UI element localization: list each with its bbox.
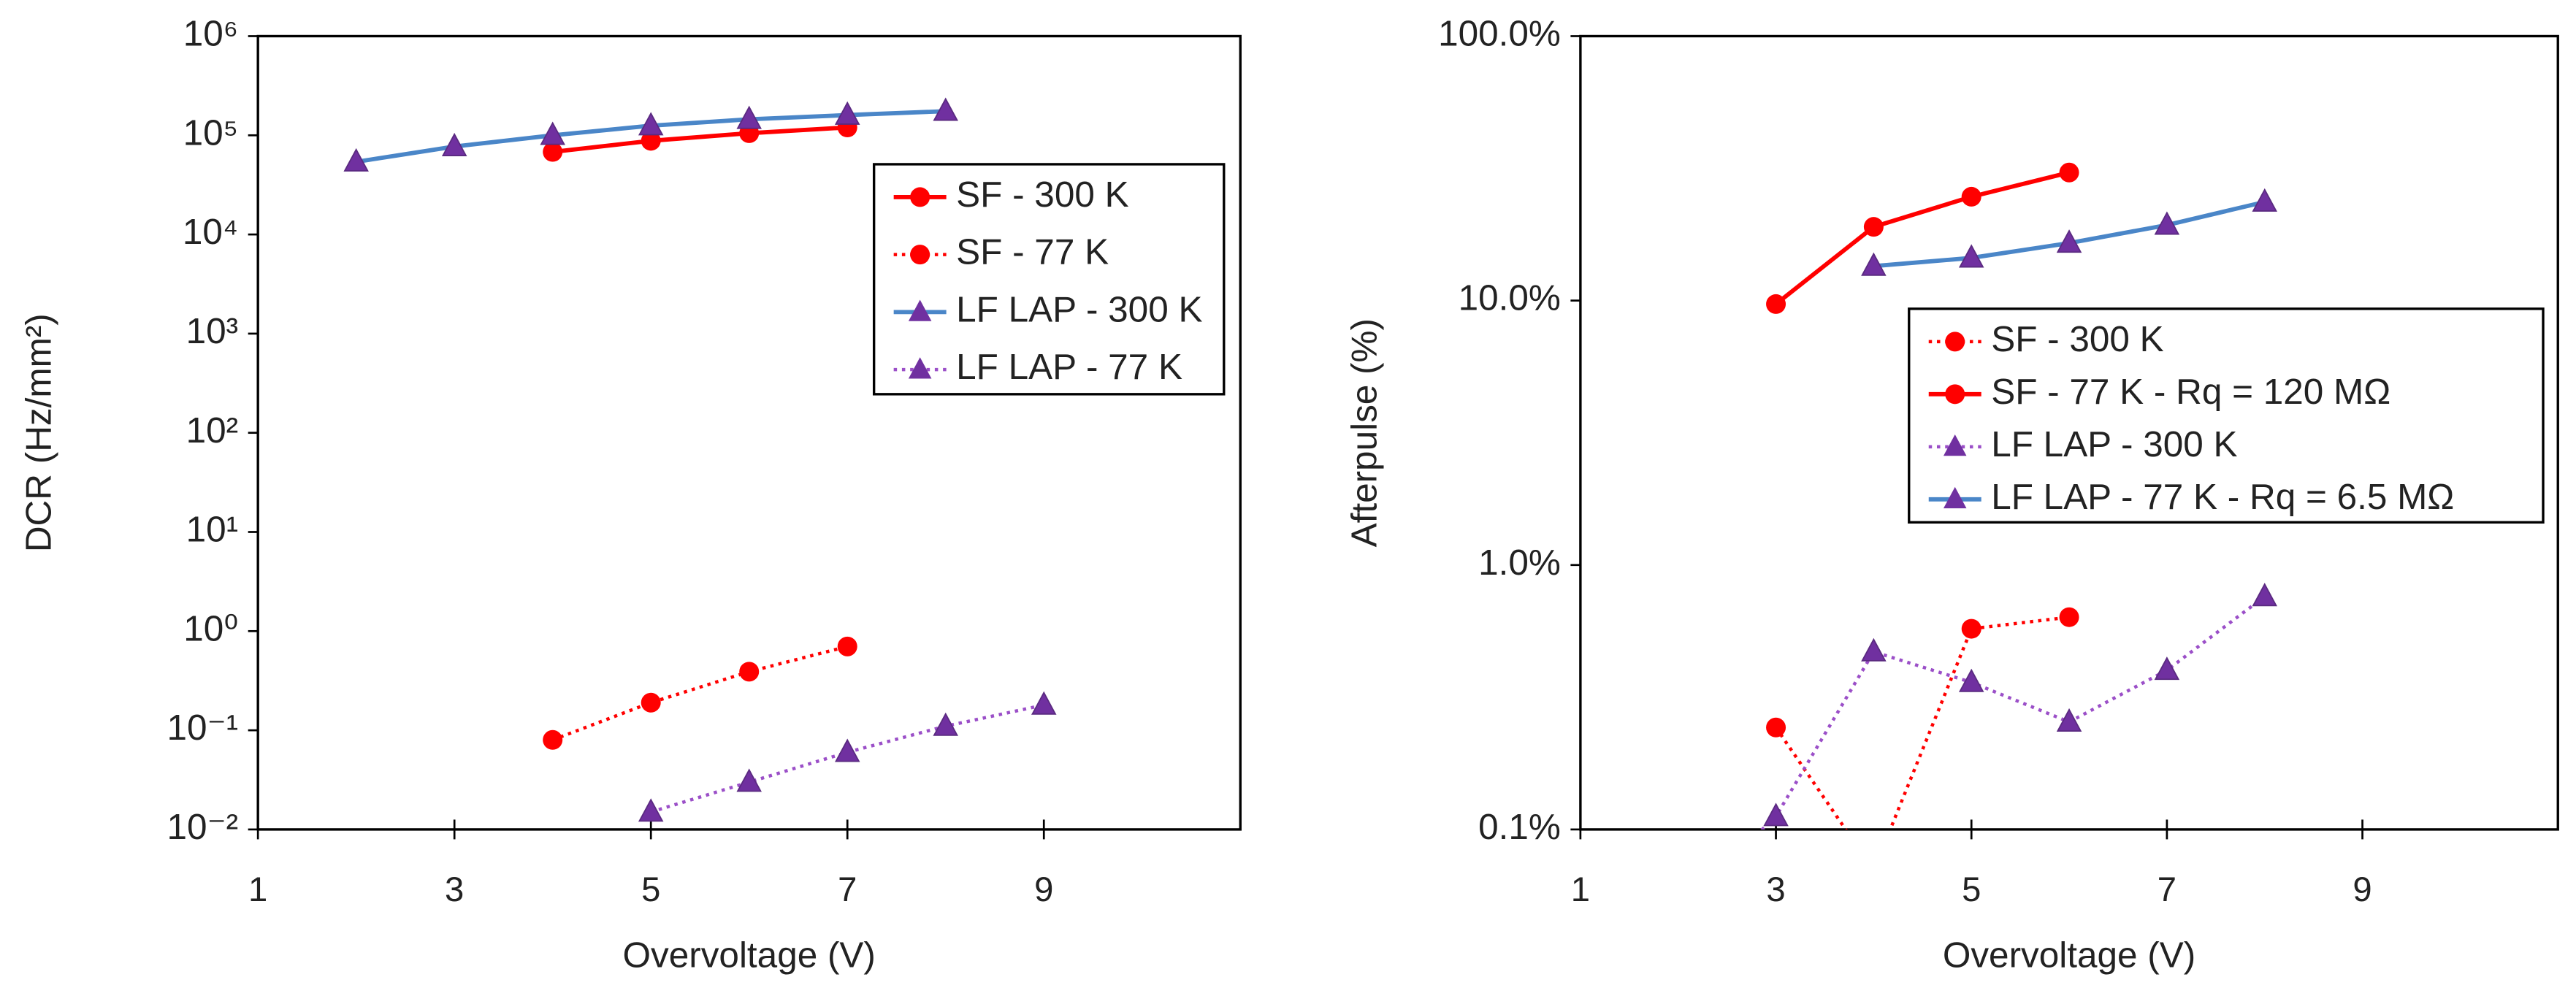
plot-frame [1579, 34, 2559, 831]
marker [441, 132, 467, 156]
y-tick-label: 1.0% [1478, 543, 1561, 583]
marker [736, 105, 762, 129]
marker [638, 112, 664, 136]
x-tick-label: 7 [838, 870, 857, 909]
marker [543, 729, 563, 750]
marker [2252, 583, 2277, 607]
legend-box [872, 163, 1226, 396]
marker [1958, 668, 1984, 692]
legend-marker [908, 299, 932, 321]
legend-label: LF LAP - 300 K [956, 289, 1202, 329]
marker [543, 142, 563, 162]
x-tick-label: 5 [1962, 870, 1981, 909]
legend-label: SF - 77 K [956, 232, 1109, 272]
marker [933, 712, 958, 736]
marker [1861, 637, 1887, 662]
legend-marker [1943, 486, 1967, 509]
marker [834, 738, 860, 762]
marker [933, 97, 958, 121]
y-tick-label: 100.0% [1438, 14, 1561, 54]
marker [1031, 691, 1057, 715]
marker [2154, 211, 2180, 235]
marker [837, 636, 857, 656]
x-tick-label: 1 [1571, 870, 1590, 909]
plot-area [343, 97, 1057, 822]
marker [1863, 217, 1884, 237]
chart: 1 3 5 7 9 0.1% 1.0% 10.0% 100.0% Overvoltage (V) A… [1345, 14, 2559, 975]
marker [2059, 607, 2079, 627]
marker [834, 101, 860, 125]
marker [2056, 229, 2082, 253]
legend: SF - 300 K SF - 77 K - Rq = 120 MΩ LF LAP … [1908, 307, 2545, 524]
marker [1763, 802, 1789, 827]
series-line [1759, 595, 2266, 830]
x-tick-label: 3 [1766, 870, 1785, 909]
legend: SF - 300 K SF - 77 K LF LAP - 300 K LF LAP … [872, 163, 1226, 396]
y-tick-label: 10⁵ [183, 112, 239, 153]
legend-label: SF - 300 K [1991, 319, 2163, 359]
x-tick-label: 5 [641, 870, 660, 909]
y-tick-label: 0.1% [1478, 807, 1561, 847]
marker [2252, 188, 2277, 212]
marker [2154, 656, 2180, 681]
x-tick-label: 7 [2158, 870, 2176, 909]
y-tick-label: 10¹ [186, 510, 239, 550]
y-axis-label: Afterpulse (%) [1345, 318, 1385, 547]
y-tick-label: 10³ [186, 311, 239, 351]
series-line [552, 125, 848, 154]
marker [1961, 618, 1981, 639]
x-axis-label: Overvoltage (V) [623, 935, 876, 975]
marker [736, 768, 762, 792]
legend-label: LF LAP - 300 K [1991, 424, 2237, 464]
y-tick-label: 10⁶ [183, 14, 238, 54]
marker [1864, 861, 1884, 881]
legend-label: SF - 300 K [956, 175, 1128, 215]
marker [1961, 186, 1981, 207]
chart: 1 3 5 7 9 10⁻² 10⁻¹ 10⁰ 10¹ 10² 10³ 10⁴ 10⁵ 10⁶ Overvo… [18, 14, 1242, 975]
y-tick-label: 10⁻¹ [167, 708, 239, 748]
marker [1958, 244, 1984, 268]
marker [343, 148, 369, 172]
legend-label: LF LAP - 77 K [956, 347, 1182, 387]
marker [1667, 897, 1689, 918]
marker [739, 662, 760, 682]
y-tick-label: 10.0% [1459, 278, 1561, 318]
legend-marker [1943, 434, 1967, 456]
marker [638, 798, 664, 822]
plot-area [1667, 162, 2277, 918]
legend-label: LF LAP - 77 K - Rq = 6.5 MΩ [1991, 477, 2454, 517]
x-tick-label: 9 [2353, 870, 2371, 909]
legend-label: SF - 77 K - Rq = 120 MΩ [1991, 372, 2390, 412]
series-line [1774, 170, 2070, 306]
series-line [1774, 615, 2070, 830]
legend-marker [1945, 332, 1965, 352]
x-tick-label: 9 [1034, 870, 1053, 909]
marker [1861, 252, 1887, 276]
y-tick-label: 10⁴ [183, 212, 238, 252]
legend-marker [908, 357, 932, 379]
marker [1766, 294, 1786, 314]
legend-marker [910, 187, 930, 207]
series-line [551, 645, 848, 742]
marker [540, 121, 565, 145]
marker [641, 692, 661, 713]
legend-box [1908, 307, 2545, 524]
x-axis-label: Overvoltage (V) [1943, 935, 2195, 975]
y-tick-label: 10⁻² [167, 807, 239, 847]
y-tick-label: 10² [186, 410, 239, 451]
y-tick-label: 10⁰ [183, 608, 238, 648]
marker [2059, 162, 2079, 183]
x-tick-label: 1 [248, 870, 267, 909]
y-axis-label: DCR (Hz/mm²) [18, 313, 58, 552]
marker [641, 131, 661, 151]
marker [1766, 717, 1786, 738]
legend-marker [1945, 384, 1965, 405]
marker [2056, 708, 2082, 732]
legend-marker [910, 245, 930, 265]
x-tick-label: 3 [445, 870, 464, 909]
